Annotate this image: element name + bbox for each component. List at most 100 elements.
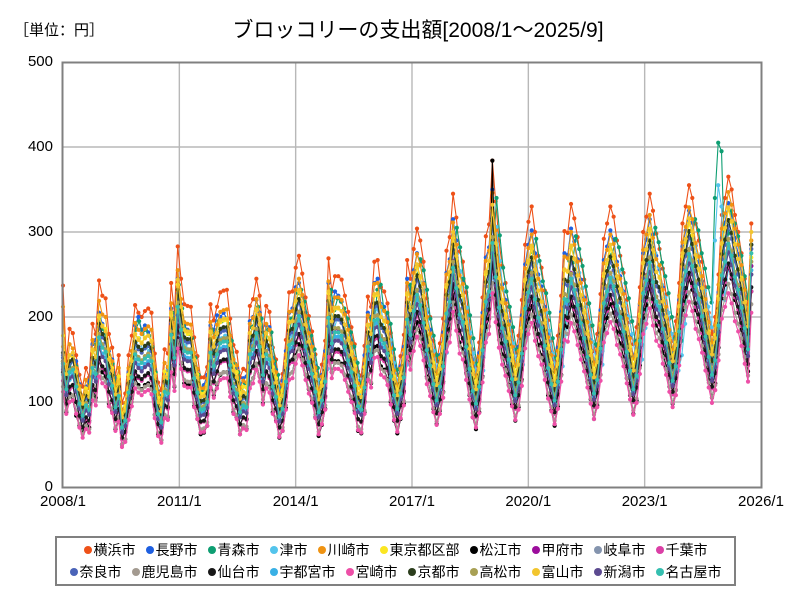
series-marker — [182, 357, 187, 362]
series-marker — [83, 365, 89, 371]
series-marker — [326, 315, 331, 320]
series-marker — [677, 363, 682, 368]
legend-item[interactable]: 千葉市 — [655, 543, 708, 557]
series-marker — [352, 367, 357, 372]
series-marker — [348, 330, 353, 335]
series-marker — [608, 275, 613, 280]
legend-item[interactable]: 新潟市 — [593, 565, 646, 579]
series-marker — [713, 358, 718, 363]
series-marker — [277, 403, 282, 408]
series-marker — [552, 382, 557, 388]
series-marker — [722, 304, 728, 309]
series-marker — [133, 381, 138, 386]
series-marker — [110, 410, 115, 416]
series-marker — [260, 354, 266, 359]
series-marker — [739, 305, 744, 310]
legend-item[interactable]: 横浜市 — [83, 543, 136, 557]
legend-item[interactable]: 青森市 — [207, 543, 260, 557]
series-marker — [650, 280, 656, 285]
series-marker — [578, 320, 583, 326]
series-marker — [169, 280, 174, 286]
legend-item[interactable]: 宮崎市 — [345, 565, 398, 579]
series-marker — [529, 232, 534, 237]
legend-item[interactable]: 鹿児島市 — [131, 565, 198, 579]
series-marker — [509, 358, 515, 363]
series-marker — [96, 278, 102, 283]
series-marker — [666, 291, 671, 296]
series-marker — [136, 327, 141, 332]
series-marker — [578, 293, 583, 298]
legend-marker-icon — [593, 546, 602, 554]
series-marker — [310, 371, 315, 377]
series-marker — [414, 326, 420, 331]
series-marker — [264, 303, 269, 309]
series-marker — [339, 333, 344, 338]
series-marker — [391, 376, 397, 382]
series-marker — [624, 381, 629, 386]
series-marker — [696, 266, 701, 271]
series-marker — [395, 411, 400, 416]
series-marker — [80, 425, 85, 430]
series-marker — [749, 229, 754, 235]
series-marker — [382, 369, 387, 374]
series-marker — [280, 406, 285, 411]
series-marker — [706, 285, 711, 290]
series-marker — [224, 339, 229, 344]
series-marker — [722, 237, 728, 242]
series-marker — [198, 394, 203, 399]
series-marker — [100, 381, 105, 386]
series-marker — [290, 376, 295, 381]
series-marker — [523, 306, 528, 311]
series-marker — [568, 276, 574, 281]
series-marker — [716, 323, 721, 328]
series-marker — [142, 308, 148, 314]
series-marker — [218, 337, 223, 343]
legend-item[interactable]: 名古屋市 — [655, 564, 722, 580]
series-marker — [290, 326, 295, 331]
legend-item[interactable]: 長野市 — [145, 543, 198, 557]
series-marker — [663, 340, 669, 345]
series-marker — [362, 385, 367, 390]
legend-item[interactable]: 奈良市 — [69, 565, 122, 579]
legend-item[interactable]: 京都市 — [407, 565, 460, 579]
legend-item[interactable]: 東京都区部 — [379, 543, 460, 557]
series-marker — [241, 409, 246, 414]
series-marker — [221, 357, 226, 362]
series-marker — [700, 274, 705, 279]
series-marker — [670, 378, 675, 383]
legend-item[interactable]: 富山市 — [531, 565, 584, 579]
legend-item[interactable]: 津市 — [269, 543, 308, 557]
series-marker — [83, 389, 89, 394]
legend-item[interactable]: 松江市 — [469, 543, 522, 557]
series-marker — [96, 321, 102, 326]
series-marker — [237, 410, 243, 415]
series-marker — [670, 359, 675, 364]
series-marker — [385, 320, 390, 325]
series-marker — [201, 375, 207, 380]
series-marker — [726, 291, 731, 296]
series-marker — [290, 289, 295, 294]
legend-label: 名古屋市 — [665, 564, 722, 580]
series-marker — [683, 269, 688, 274]
series-marker — [401, 375, 406, 380]
series-marker — [604, 247, 610, 252]
legend-row: 横浜市 長野市 青森市 津市 川崎市 東京都区部 松江市 甲府市 岐阜市 千葉市 — [79, 539, 713, 561]
series-marker — [178, 276, 184, 281]
series-marker — [447, 235, 452, 240]
series-marker — [601, 281, 606, 286]
series-marker — [372, 314, 377, 319]
series-marker — [464, 285, 469, 290]
series-marker — [90, 374, 95, 379]
legend-item[interactable]: 川崎市 — [317, 543, 370, 557]
legend-item[interactable]: 甲府市 — [531, 543, 584, 557]
series-marker — [408, 348, 413, 353]
legend-item[interactable]: 宇都宮市 — [269, 565, 336, 579]
series-marker — [355, 427, 361, 433]
series-marker — [188, 347, 193, 352]
legend-item[interactable]: 岐阜市 — [593, 543, 646, 557]
series-marker — [214, 352, 220, 357]
series-marker — [608, 228, 613, 233]
series-marker — [231, 368, 236, 373]
legend-item[interactable]: 高松市 — [469, 565, 522, 579]
legend-item[interactable]: 仙台市 — [207, 565, 260, 579]
